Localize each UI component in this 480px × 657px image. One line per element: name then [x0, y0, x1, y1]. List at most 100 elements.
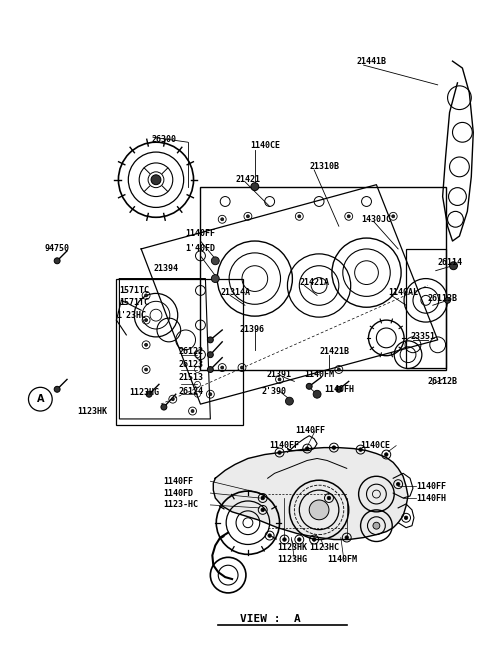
Text: 1140FM: 1140FM [304, 370, 334, 379]
Circle shape [305, 447, 309, 450]
Text: 23351: 23351 [410, 332, 435, 342]
Text: 1'23HC: 1'23HC [117, 311, 146, 320]
Circle shape [261, 496, 264, 500]
Text: 21421A: 21421A [300, 278, 329, 287]
Text: 1140CE: 1140CE [250, 141, 280, 150]
Text: 21513: 21513 [179, 373, 204, 382]
Circle shape [286, 397, 293, 405]
Circle shape [144, 344, 147, 346]
Circle shape [404, 516, 408, 520]
Text: 21314A: 21314A [220, 288, 250, 297]
Circle shape [396, 482, 400, 486]
Text: 1571TC: 1571TC [120, 298, 149, 307]
Text: 1140FH: 1140FH [416, 493, 446, 503]
Circle shape [207, 337, 213, 343]
Circle shape [450, 261, 457, 269]
Text: 1430JC: 1430JC [361, 215, 392, 224]
Text: 1123HK: 1123HK [77, 407, 107, 415]
Text: 1123HG: 1123HG [277, 555, 308, 564]
Circle shape [28, 388, 52, 411]
Text: 1123HG: 1123HG [129, 388, 159, 397]
Text: 21421B: 21421B [319, 348, 349, 356]
Text: 26124: 26124 [179, 387, 204, 396]
Circle shape [384, 453, 388, 457]
Circle shape [261, 508, 264, 512]
Text: 1140AL: 1140AL [388, 288, 418, 297]
Circle shape [171, 397, 174, 401]
Circle shape [327, 496, 331, 500]
Circle shape [207, 367, 213, 373]
Text: 21310B: 21310B [309, 162, 339, 171]
Bar [117, 279, 243, 425]
Circle shape [151, 175, 161, 185]
Circle shape [306, 383, 312, 390]
Text: 1123HC: 1123HC [309, 543, 339, 552]
Circle shape [336, 386, 342, 392]
Circle shape [211, 257, 219, 265]
Text: 26300: 26300 [151, 135, 176, 144]
Text: 26113B: 26113B [428, 294, 458, 303]
Text: 1571TC: 1571TC [120, 286, 149, 295]
Circle shape [444, 298, 451, 304]
Text: 21441B: 21441B [357, 57, 386, 66]
Circle shape [54, 258, 60, 263]
Text: 1140FF: 1140FF [270, 441, 300, 450]
Circle shape [373, 522, 380, 529]
Text: 1140FF: 1140FF [295, 426, 325, 436]
Text: 2'390: 2'390 [262, 387, 287, 396]
Circle shape [312, 537, 316, 541]
Text: 1140FF: 1140FF [186, 229, 216, 238]
Circle shape [146, 392, 152, 397]
Text: 1140FH: 1140FH [324, 385, 354, 394]
Circle shape [144, 294, 147, 297]
Text: 26112B: 26112B [428, 377, 458, 386]
Circle shape [211, 275, 219, 283]
Text: 21391: 21391 [267, 370, 292, 379]
Text: 26123: 26123 [179, 360, 204, 369]
Text: 1140FF: 1140FF [163, 477, 193, 486]
Circle shape [268, 533, 271, 537]
Circle shape [345, 535, 348, 539]
Circle shape [221, 366, 224, 369]
Circle shape [207, 351, 213, 357]
Circle shape [278, 451, 281, 455]
Circle shape [191, 409, 194, 413]
Text: 1140FD: 1140FD [163, 489, 193, 497]
Circle shape [283, 537, 286, 541]
Text: 26114: 26114 [438, 258, 463, 267]
Circle shape [221, 218, 224, 221]
Circle shape [246, 215, 250, 218]
Circle shape [240, 366, 243, 369]
Bar [201, 187, 445, 369]
Text: 21396: 21396 [240, 325, 265, 334]
Circle shape [251, 183, 259, 191]
Text: 26122: 26122 [179, 348, 204, 356]
Text: 1140FF: 1140FF [416, 482, 446, 491]
Text: VIEW :  A: VIEW : A [240, 614, 301, 623]
Circle shape [298, 537, 301, 541]
Circle shape [144, 368, 147, 371]
Circle shape [347, 215, 350, 218]
Text: 1140CE: 1140CE [360, 441, 391, 450]
Circle shape [278, 378, 281, 381]
Circle shape [298, 215, 301, 218]
Circle shape [392, 215, 395, 218]
Circle shape [337, 368, 340, 371]
Text: 21394: 21394 [153, 264, 178, 273]
Circle shape [54, 386, 60, 392]
Text: 1123HK: 1123HK [277, 543, 308, 552]
Polygon shape [213, 447, 408, 539]
Circle shape [209, 393, 212, 396]
Circle shape [144, 319, 147, 321]
Text: A: A [36, 394, 44, 404]
Bar [406, 249, 445, 367]
Text: 1140FM: 1140FM [327, 555, 357, 564]
Text: 1123-HC: 1123-HC [163, 501, 198, 509]
Circle shape [359, 448, 362, 451]
Circle shape [313, 390, 321, 398]
Text: 94750: 94750 [44, 244, 69, 254]
Circle shape [309, 500, 329, 520]
Circle shape [161, 404, 167, 410]
Text: 21421: 21421 [235, 175, 260, 184]
Circle shape [332, 446, 336, 449]
